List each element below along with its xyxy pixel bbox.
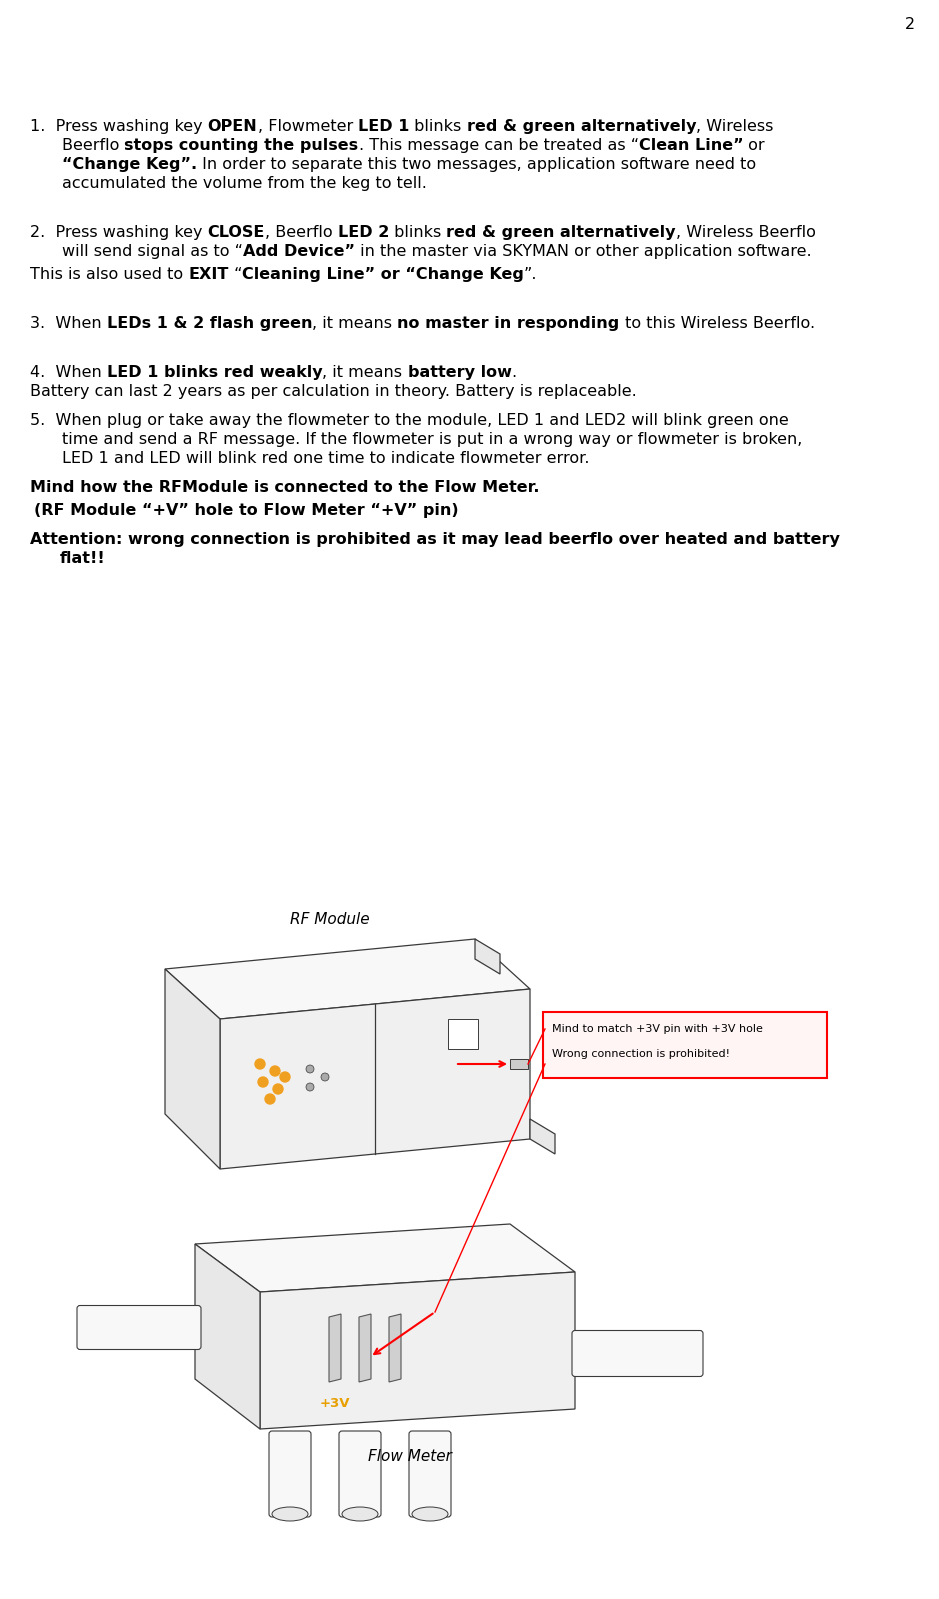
- Text: 3.  When: 3. When: [30, 317, 107, 331]
- Bar: [510, 1059, 528, 1070]
- FancyBboxPatch shape: [269, 1431, 311, 1517]
- FancyBboxPatch shape: [572, 1330, 703, 1377]
- Text: “Change Keg”.: “Change Keg”.: [62, 157, 197, 173]
- Polygon shape: [220, 990, 530, 1169]
- Polygon shape: [359, 1314, 371, 1382]
- Text: no master in responding: no master in responding: [397, 317, 620, 331]
- Text: Battery can last 2 years as per calculation in theory. Battery is replaceable.: Battery can last 2 years as per calculat…: [30, 384, 637, 400]
- Text: Beerflo: Beerflo: [62, 138, 125, 154]
- Text: Mind to match +3V pin with +3V hole: Mind to match +3V pin with +3V hole: [552, 1023, 762, 1035]
- Polygon shape: [260, 1271, 575, 1430]
- Text: Attention: wrong connection is prohibited as it may lead beerflo over heated and: Attention: wrong connection is prohibite…: [30, 532, 839, 547]
- Text: LEDs 1 & 2 flash green: LEDs 1 & 2 flash green: [107, 317, 313, 331]
- Text: or: or: [744, 138, 765, 154]
- Text: Cleaning Line” or “Change Keg: Cleaning Line” or “Change Keg: [242, 267, 524, 281]
- Text: 5.  When plug or take away the flowmeter to the module, LED 1 and LED2 will blin: 5. When plug or take away the flowmeter …: [30, 413, 789, 429]
- Text: LED 1: LED 1: [358, 118, 409, 134]
- Polygon shape: [329, 1314, 341, 1382]
- Text: will send signal as to “: will send signal as to “: [62, 245, 243, 259]
- Text: RF Module: RF Module: [290, 911, 370, 927]
- Text: LED 1 blinks red weakly: LED 1 blinks red weakly: [107, 365, 322, 381]
- Polygon shape: [389, 1314, 401, 1382]
- Text: (RF Module “+V” hole to Flow Meter “+V” pin): (RF Module “+V” hole to Flow Meter “+V” …: [34, 504, 458, 518]
- Circle shape: [265, 1094, 275, 1103]
- Ellipse shape: [272, 1506, 308, 1521]
- Text: blinks: blinks: [389, 225, 447, 240]
- Circle shape: [306, 1083, 314, 1091]
- Polygon shape: [165, 969, 220, 1169]
- FancyBboxPatch shape: [77, 1305, 201, 1350]
- FancyBboxPatch shape: [543, 1012, 827, 1078]
- Text: This is also used to: This is also used to: [30, 267, 188, 281]
- Text: LED 2: LED 2: [338, 225, 389, 240]
- Ellipse shape: [412, 1506, 448, 1521]
- Text: , it means: , it means: [313, 317, 397, 331]
- FancyBboxPatch shape: [409, 1431, 451, 1517]
- Text: to this Wireless Beerflo.: to this Wireless Beerflo.: [620, 317, 815, 331]
- Text: 4.  When: 4. When: [30, 365, 107, 381]
- Text: Flow Meter: Flow Meter: [368, 1449, 452, 1465]
- Polygon shape: [165, 939, 530, 1019]
- Text: Clean Line”: Clean Line”: [639, 138, 744, 154]
- Text: LED 1 and LED will blink red one time to indicate flowmeter error.: LED 1 and LED will blink red one time to…: [62, 451, 590, 465]
- Text: , it means: , it means: [322, 365, 408, 381]
- Text: .: .: [512, 365, 516, 381]
- Text: Add Device”: Add Device”: [243, 245, 355, 259]
- Text: “: “: [228, 267, 242, 281]
- Circle shape: [258, 1078, 268, 1087]
- Text: 2.  Press washing key: 2. Press washing key: [30, 225, 208, 240]
- Text: blinks: blinks: [409, 118, 467, 134]
- Text: +3V: +3V: [320, 1398, 350, 1410]
- Text: ”.: ”.: [524, 267, 537, 281]
- Circle shape: [273, 1084, 283, 1094]
- Bar: [448, 1019, 478, 1049]
- Text: , Wireless: , Wireless: [696, 118, 774, 134]
- Circle shape: [321, 1073, 329, 1081]
- Circle shape: [270, 1067, 280, 1076]
- Text: time and send a RF message. If the flowmeter is put in a wrong way or flowmeter : time and send a RF message. If the flowm…: [62, 432, 802, 448]
- Text: OPEN: OPEN: [208, 118, 257, 134]
- Text: battery low: battery low: [408, 365, 512, 381]
- Text: stops counting the pulses: stops counting the pulses: [125, 138, 359, 154]
- Text: , Beerflo: , Beerflo: [265, 225, 338, 240]
- Text: flat!!: flat!!: [60, 552, 106, 566]
- FancyBboxPatch shape: [339, 1431, 381, 1517]
- Text: . This message can be treated as “: . This message can be treated as “: [359, 138, 639, 154]
- Text: in the master via SKYMAN or other application software.: in the master via SKYMAN or other applic…: [355, 245, 811, 259]
- Polygon shape: [195, 1244, 260, 1430]
- Text: accumulated the volume from the keg to tell.: accumulated the volume from the keg to t…: [62, 176, 427, 190]
- Text: red & green alternatively: red & green alternatively: [447, 225, 676, 240]
- Text: CLOSE: CLOSE: [208, 225, 265, 240]
- Text: 2: 2: [905, 18, 915, 32]
- Text: 1.  Press washing key: 1. Press washing key: [30, 118, 208, 134]
- Ellipse shape: [342, 1506, 378, 1521]
- Text: , Flowmeter: , Flowmeter: [257, 118, 358, 134]
- Circle shape: [255, 1059, 265, 1070]
- Polygon shape: [475, 939, 500, 974]
- Text: Wrong connection is prohibited!: Wrong connection is prohibited!: [552, 1049, 730, 1059]
- Text: EXIT: EXIT: [188, 267, 228, 281]
- Circle shape: [306, 1065, 314, 1073]
- Circle shape: [280, 1071, 290, 1083]
- Text: red & green alternatively: red & green alternatively: [467, 118, 696, 134]
- Polygon shape: [195, 1223, 575, 1292]
- Text: In order to separate this two messages, application software need to: In order to separate this two messages, …: [197, 157, 756, 173]
- Text: Mind how the RFModule is connected to the Flow Meter.: Mind how the RFModule is connected to th…: [30, 480, 540, 496]
- Text: , Wireless Beerflo: , Wireless Beerflo: [676, 225, 816, 240]
- Polygon shape: [530, 1119, 555, 1154]
